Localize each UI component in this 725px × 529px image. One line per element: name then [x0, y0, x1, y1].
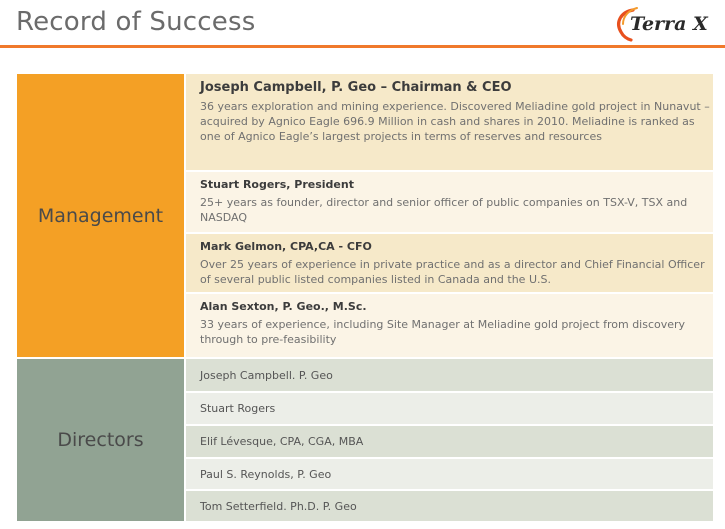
management-row: Mark Gelmon, CPA,CA - CFO Over 25 years …: [186, 234, 713, 292]
header-divider: [0, 45, 725, 48]
director-row: Tom Setterfield. Ph.D. P. Geo: [186, 491, 713, 521]
member-description: 36 years exploration and mining experien…: [200, 100, 710, 143]
slide-header: Record of Success Terra X: [0, 0, 725, 48]
logo-text: Terra X: [630, 13, 708, 35]
director-row: Stuart Rogers: [186, 393, 713, 424]
directors-category: Directors: [17, 359, 184, 521]
management-row: Alan Sexton, P. Geo., M.Sc. 33 years of …: [186, 294, 713, 357]
director-row: Elif Lévesque, CPA, CGA, MBA: [186, 426, 713, 457]
director-row: Joseph Campbell. P. Geo: [186, 359, 713, 391]
member-description: 25+ years as founder, director and senio…: [200, 196, 688, 224]
management-category: Management: [17, 74, 184, 357]
company-logo: Terra X: [611, 4, 721, 44]
page-title: Record of Success: [16, 7, 256, 37]
team-table: Management Joseph Campbell, P. Geo – Cha…: [17, 74, 713, 521]
member-name: Mark Gelmon, CPA,CA - CFO: [200, 240, 372, 253]
member-name: Joseph Campbell, P. Geo – Chairman & CEO: [200, 80, 512, 95]
management-row: Joseph Campbell, P. Geo – Chairman & CEO…: [186, 74, 713, 170]
member-name: Stuart Rogers, President: [200, 178, 354, 191]
management-row: Stuart Rogers, President 25+ years as fo…: [186, 172, 713, 232]
member-name: Alan Sexton, P. Geo., M.Sc.: [200, 300, 367, 313]
logo-swoosh-icon: [617, 7, 638, 42]
member-description: 33 years of experience, including Site M…: [200, 318, 686, 346]
member-description: Over 25 years of experience in private p…: [200, 258, 705, 286]
director-row: Paul S. Reynolds, P. Geo: [186, 459, 713, 489]
